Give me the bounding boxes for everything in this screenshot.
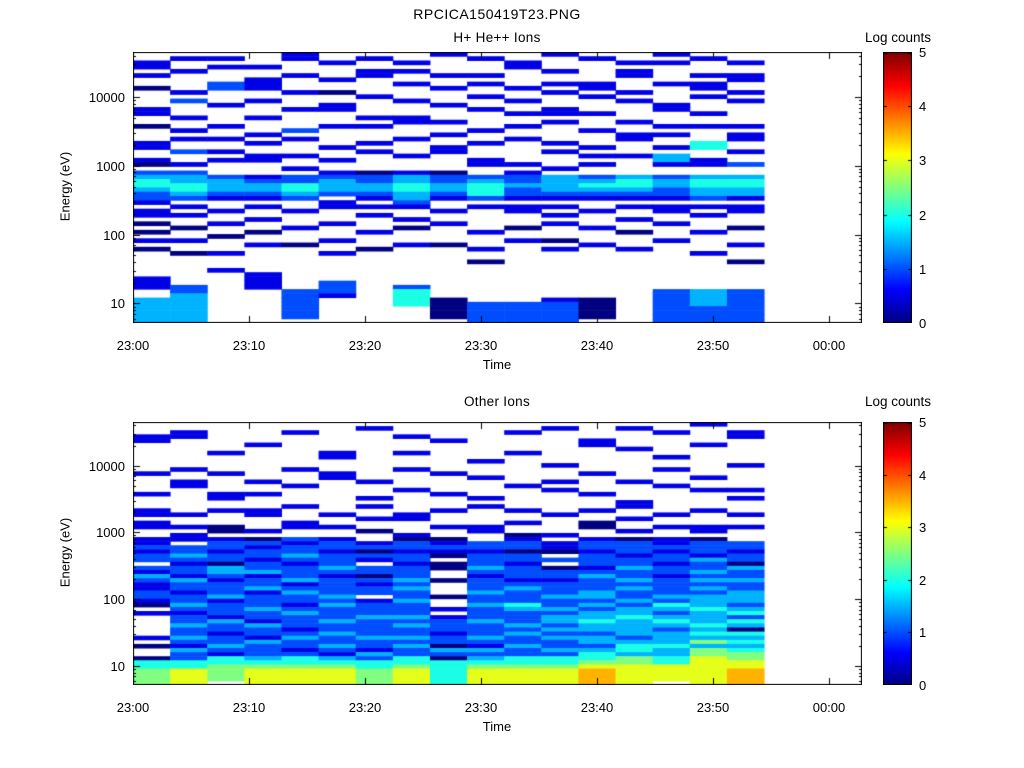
colorbar-tick-label: 2 (919, 572, 927, 588)
y-tick-label: 100 (103, 227, 125, 243)
x-tick-label: 23:10 (232, 700, 266, 715)
panel1-colorbar-canvas (883, 52, 912, 323)
colorbar-tick-label: 0 (919, 678, 927, 693)
panel2-title: Other Ions (463, 394, 531, 409)
colorbar-tick-label: 4 (919, 467, 927, 483)
panel1-title: H+ He++ Ions (453, 30, 541, 45)
y-tick-label: 10000 (88, 458, 125, 474)
panel1-spectrogram-canvas (133, 52, 862, 323)
x-tick-label: 00:00 (812, 338, 846, 353)
colorbar-tick-label: 3 (919, 153, 927, 169)
colorbar-tick-label: 2 (919, 207, 927, 223)
x-tick-label: 23:00 (116, 700, 150, 715)
panel1-time-axis-label: Time (482, 357, 512, 372)
x-tick-label: 23:00 (116, 338, 150, 353)
y-tick-label: 10000 (88, 89, 125, 105)
colorbar-tick-label: 1 (919, 625, 927, 641)
panel2-colorbar-label: Log counts (864, 394, 932, 409)
panel1-colorbar-label: Log counts (864, 30, 932, 45)
y-tick-label: 1000 (96, 525, 125, 541)
x-tick-label: 23:10 (232, 338, 266, 353)
x-tick-label: 23:30 (464, 700, 498, 715)
y-tick-label: 10 (110, 659, 125, 675)
colorbar-tick-label: 3 (919, 520, 927, 536)
x-tick-label: 23:50 (696, 700, 730, 715)
panel2-colorbar-canvas (883, 422, 912, 685)
colorbar-tick-label: 0 (919, 316, 927, 331)
colorbar-tick-label: 5 (919, 45, 927, 60)
x-tick-label: 23:20 (348, 338, 382, 353)
colorbar-tick-label: 5 (919, 415, 927, 430)
colorbar-tick-label: 4 (919, 99, 927, 115)
figure-title: RPCICA150419T23.PNG (413, 6, 581, 22)
x-tick-label: 00:00 (812, 700, 846, 715)
panel2-time-axis-label: Time (482, 719, 512, 734)
y-tick-label: 100 (103, 592, 125, 608)
colorbar-tick-label: 1 (919, 261, 927, 277)
x-tick-label: 23:30 (464, 338, 498, 353)
x-tick-label: 23:20 (348, 700, 382, 715)
y-tick-label: 10 (110, 296, 125, 312)
x-tick-label: 23:50 (696, 338, 730, 353)
x-tick-label: 23:40 (580, 700, 614, 715)
y-tick-label: 1000 (96, 158, 125, 174)
x-tick-label: 23:40 (580, 338, 614, 353)
panel2-spectrogram-canvas (133, 422, 862, 685)
